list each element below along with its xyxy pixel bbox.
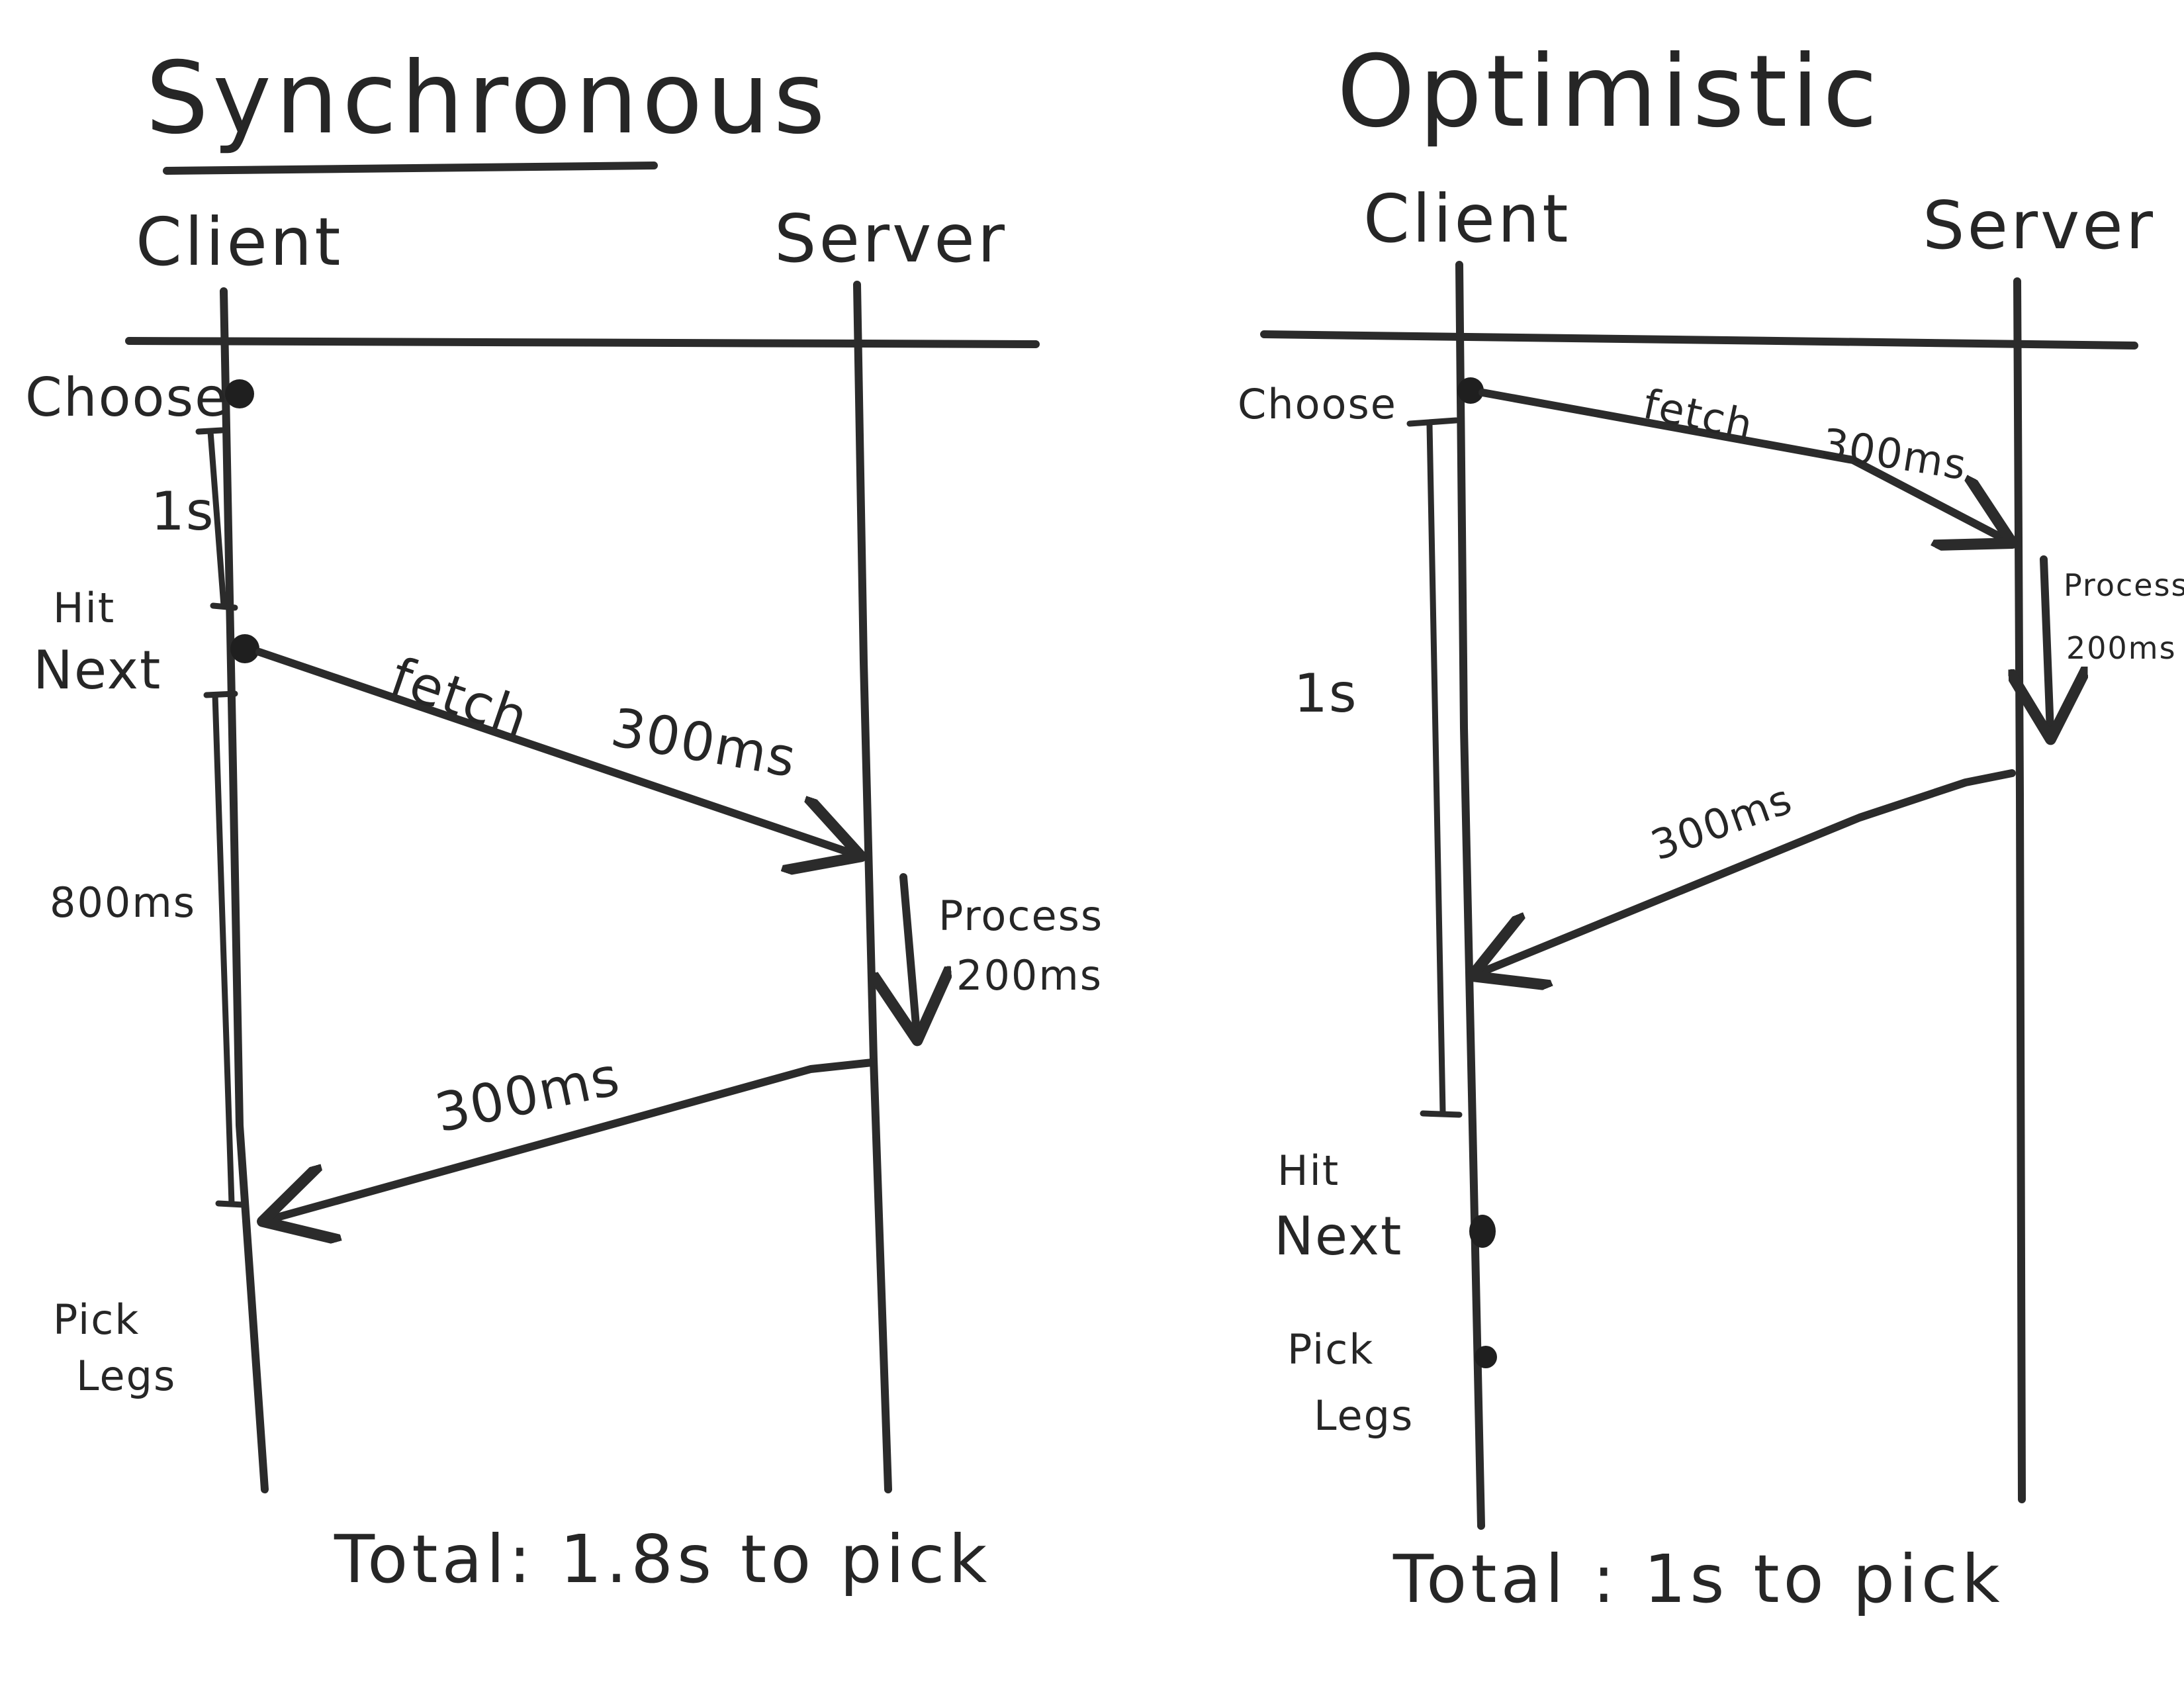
sync-fetch-label: fetch bbox=[383, 645, 537, 749]
optimistic-title: Optimistic bbox=[1337, 34, 1882, 150]
sync-fetch-arrow bbox=[255, 648, 854, 854]
sync-800ms-bracket-bar bbox=[212, 692, 235, 1207]
sync-800ms-bracket-top bbox=[203, 690, 238, 698]
sync-legs-label: Legs bbox=[76, 1352, 176, 1400]
opt-1s-label: 1s bbox=[1294, 663, 1358, 724]
opt-legs-label: Legs bbox=[1314, 1391, 1414, 1440]
sync-fetch-latency: 300ms bbox=[607, 696, 801, 790]
sync-choose-dot bbox=[225, 379, 254, 408]
sync-process-latency: 200ms bbox=[956, 951, 1103, 1000]
opt-next-dot bbox=[1469, 1215, 1496, 1248]
sync-client-header: Client bbox=[136, 203, 343, 281]
sync-process-arrow bbox=[903, 873, 917, 1033]
sync-server-header: Server bbox=[774, 200, 1007, 277]
opt-choose-dot bbox=[1457, 377, 1484, 404]
optimistic-panel: Optimistic Client Server Choose fetch 30… bbox=[1238, 34, 2184, 1618]
sync-server-lifeline bbox=[853, 281, 892, 1493]
opt-client-lifeline bbox=[1455, 261, 1485, 1530]
opt-1s-bracket-bottom bbox=[1420, 1110, 1463, 1118]
sync-next-dot bbox=[230, 634, 259, 663]
synchronous-title-underline bbox=[163, 162, 658, 175]
opt-total: Total : 1s to pick bbox=[1392, 1540, 2004, 1618]
opt-server-lifeline bbox=[2013, 277, 2026, 1503]
sync-process-label: Process bbox=[938, 892, 1103, 940]
opt-next-label: Next bbox=[1274, 1205, 1402, 1267]
opt-1s-bracket-bar bbox=[1426, 422, 1446, 1115]
synchronous-title: Synchronous bbox=[146, 41, 829, 156]
opt-response-arrow bbox=[1479, 769, 2016, 973]
opt-client-header: Client bbox=[1363, 180, 1571, 258]
sync-1s-bracket-bottom bbox=[210, 602, 238, 611]
synchronous-panel: Synchronous Client Server Choose 1s Hit … bbox=[25, 41, 1103, 1598]
sync-choose-label: Choose bbox=[25, 367, 228, 428]
opt-hit-label: Hit bbox=[1277, 1147, 1340, 1195]
opt-header-divider bbox=[1260, 330, 2138, 350]
sync-client-lifeline bbox=[220, 287, 269, 1493]
opt-server-header: Server bbox=[1923, 187, 2156, 264]
sync-total: Total: 1.8s to pick bbox=[334, 1521, 991, 1598]
sync-header-divider bbox=[125, 337, 1040, 348]
opt-choose-label: Choose bbox=[1238, 380, 1397, 428]
sync-800ms-bracket-bottom bbox=[215, 1200, 247, 1208]
sync-next-label: Next bbox=[33, 639, 161, 701]
opt-process-label: Process bbox=[2064, 567, 2184, 603]
opt-fetch-arrow bbox=[1479, 389, 2005, 539]
opt-pick-label: Pick bbox=[1287, 1325, 1374, 1374]
opt-process-arrow bbox=[2044, 555, 2050, 731]
sync-800ms-label: 800ms bbox=[50, 878, 196, 927]
opt-pick-dot bbox=[1475, 1346, 1497, 1368]
sync-response-arrow bbox=[270, 1058, 876, 1219]
sync-pick-label: Pick bbox=[53, 1295, 140, 1344]
sync-1s-bracket-bar bbox=[207, 428, 227, 609]
opt-fetch-label: fetch bbox=[1639, 379, 1758, 449]
opt-1s-bracket-top bbox=[1406, 417, 1459, 427]
sync-1s-label: 1s bbox=[151, 481, 215, 542]
sync-hit-label: Hit bbox=[53, 584, 115, 632]
opt-process-latency: 200ms bbox=[2066, 630, 2177, 666]
